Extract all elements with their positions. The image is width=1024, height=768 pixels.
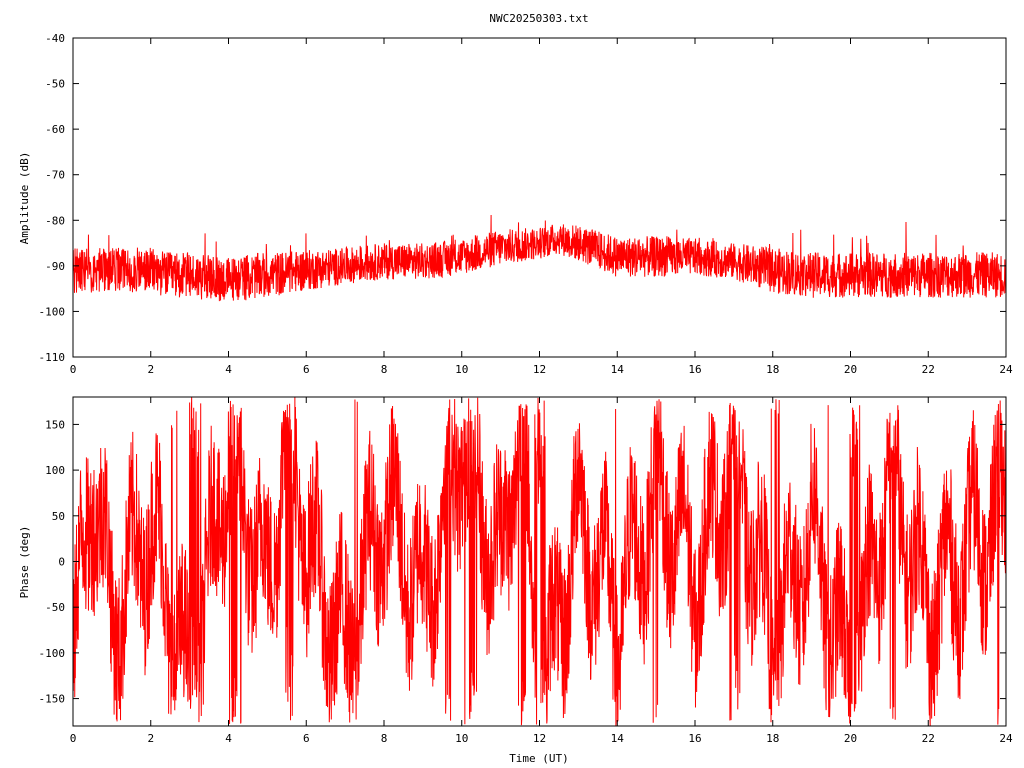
chart-title: NWC20250303.txt (489, 12, 588, 25)
phase-y-label: Phase (deg) (18, 526, 31, 599)
phase-x-tick-label: 8 (381, 732, 388, 745)
phase-y-tick-label: -50 (45, 601, 65, 614)
amplitude-y-tick-label: -70 (45, 169, 65, 182)
phase-x-tick-label: 2 (147, 732, 154, 745)
phase-y-tick-label: 150 (45, 418, 65, 431)
phase-x-tick-label: 12 (533, 732, 546, 745)
phase-y-tick-label: -150 (39, 693, 66, 706)
amplitude-y-tick-label: -110 (39, 351, 66, 364)
phase-y-tick-label: 50 (52, 510, 65, 523)
amplitude-y-tick-label: -90 (45, 260, 65, 273)
phase-x-tick-label: 18 (766, 732, 779, 745)
phase-panel: 0 2 4 6 8 10 12 14 16 18 20 22 24-150-100-5005010015… (18, 396, 1013, 765)
amplitude-series-line (73, 215, 1006, 302)
phase-y-tick-label: 100 (45, 464, 65, 477)
amplitude-panel: 0 2 4 6 8 10 12 14 16 18 20 22 24-110-100-90-80-70-6… (18, 32, 1013, 376)
amplitude-trace (73, 215, 1006, 302)
phase-x-tick-label: 22 (922, 732, 935, 745)
amplitude-x-tick-label: 6 (303, 363, 310, 376)
phase-x-tick-label: 10 (455, 732, 468, 745)
phase-x-tick-label: 6 (303, 732, 310, 745)
amplitude-x-tick-label: 16 (688, 363, 701, 376)
amplitude-x-tick-label: 24 (999, 363, 1013, 376)
amplitude-x-tick-label: 10 (455, 363, 468, 376)
phase-x-tick-label: 0 (70, 732, 77, 745)
amplitude-x-tick-label: 18 (766, 363, 779, 376)
phase-x-tick-label: 20 (844, 732, 857, 745)
amplitude-y-tick-label: -40 (45, 32, 65, 45)
phase-series-line (73, 397, 1006, 726)
amplitude-x-tick-label: 2 (147, 363, 154, 376)
amplitude-y-tick-label: -60 (45, 123, 65, 136)
phase-ticks: 0 2 4 6 8 10 12 14 16 18 20 22 24-150-100-5005010015… (39, 397, 1013, 745)
phase-x-tick-label: 16 (688, 732, 701, 745)
amplitude-x-tick-label: 8 (381, 363, 388, 376)
phase-trace (73, 397, 1006, 726)
amplitude-x-tick-label: 14 (611, 363, 625, 376)
phase-x-tick-label: 14 (611, 732, 625, 745)
amplitude-y-tick-label: -50 (45, 78, 65, 91)
amplitude-x-tick-label: 12 (533, 363, 546, 376)
amplitude-y-tick-label: -80 (45, 214, 65, 227)
phase-x-tick-label: 24 (999, 732, 1013, 745)
amplitude-ticks: 0 2 4 6 8 10 12 14 16 18 20 22 24-110-100-90-80-70-6… (39, 32, 1013, 376)
amplitude-y-label: Amplitude (dB) (18, 152, 31, 245)
amplitude-x-tick-label: 22 (922, 363, 935, 376)
amplitude-frame (72, 37, 1007, 358)
x-axis-label: Time (UT) (509, 752, 569, 765)
amplitude-x-tick-label: 20 (844, 363, 857, 376)
phase-y-tick-label: 0 (58, 556, 65, 569)
amplitude-y-tick-label: -100 (39, 305, 66, 318)
amplitude-x-tick-label: 4 (225, 363, 232, 376)
amplitude-x-tick-label: 0 (70, 363, 77, 376)
phase-y-tick-label: -100 (39, 647, 66, 660)
phase-x-tick-label: 4 (225, 732, 232, 745)
